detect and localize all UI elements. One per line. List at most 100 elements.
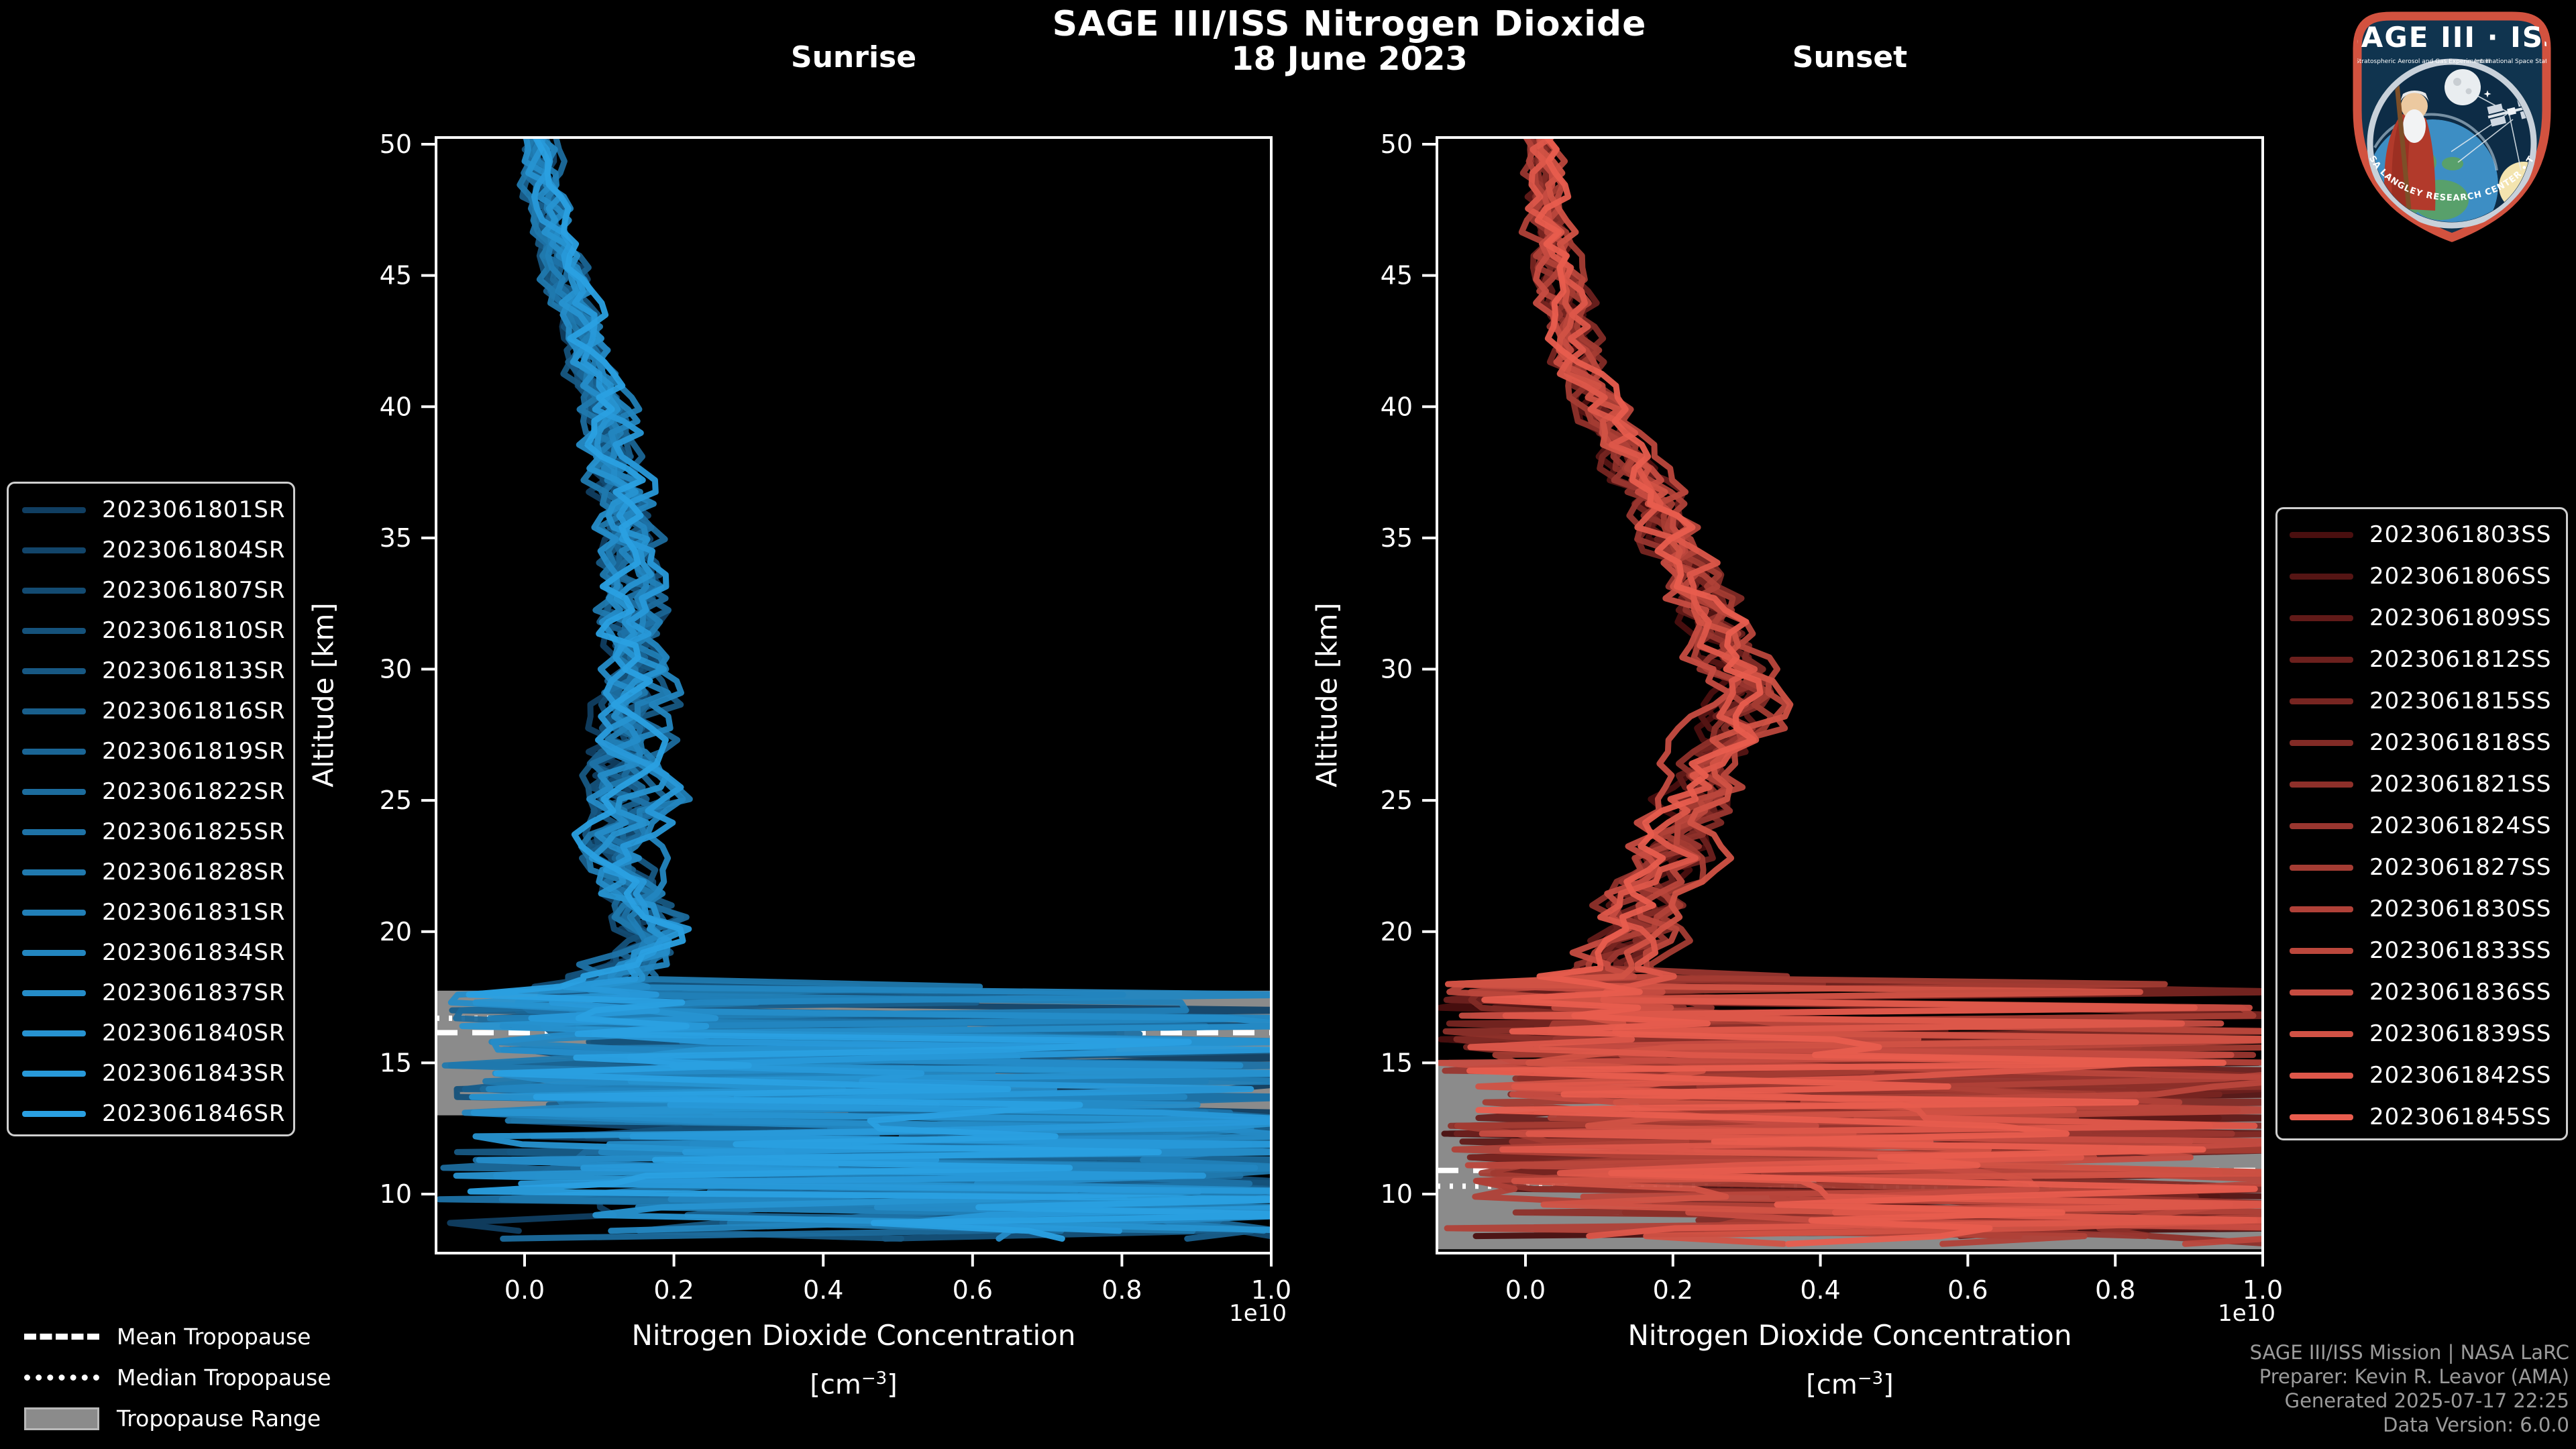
legend-item-event: 2023061833SS: [2277, 930, 2566, 971]
patch-subtitle-right: International Space Station: [2475, 58, 2557, 65]
x-tick-label: 0.4: [803, 1275, 843, 1305]
event-line-swatch: [2290, 906, 2353, 912]
y-tick-label: 10: [1381, 1179, 1413, 1209]
x-tick-label: 0.0: [504, 1275, 545, 1305]
event-label: 2023061830SS: [2369, 896, 2552, 922]
legend-item-event: 2023061828SR: [9, 852, 293, 892]
event-line-swatch: [22, 788, 86, 795]
event-label: 2023061804SR: [102, 537, 286, 564]
profile-line-2023061846SR: [466, 139, 1270, 1242]
event-line-swatch: [2290, 781, 2353, 788]
event-line-swatch: [22, 547, 86, 553]
legend-item-event: 2023061819SR: [9, 731, 293, 771]
y-tick-label: 45: [380, 261, 412, 290]
event-line-swatch: [22, 1030, 86, 1036]
event-line-swatch: [22, 828, 86, 835]
y-tick-label: 20: [380, 917, 412, 947]
x-axis-label-sunrise: Nitrogen Dioxide Concentration: [631, 1319, 1076, 1352]
x-tick-label: 0.4: [1800, 1275, 1840, 1305]
event-line-swatch: [22, 587, 86, 594]
event-label: 2023061821SS: [2369, 771, 2552, 798]
x-tick-label: 0.8: [1102, 1275, 1142, 1305]
y-tick-label: 50: [380, 129, 412, 159]
event-label: 2023061842SS: [2369, 1062, 2552, 1089]
event-line-swatch: [22, 748, 86, 755]
legend-item-event: 2023061827SS: [2277, 847, 2566, 888]
event-line-swatch: [2290, 656, 2353, 663]
event-label: 2023061822SR: [102, 778, 286, 805]
plot-frame: [1436, 136, 2264, 1254]
sunset-events-legend: 2023061803SS 2023061806SS 2023061809SS 2023…: [2275, 507, 2568, 1140]
attribution: SAGE III/ISS Mission | NASA LaRC Prepare…: [2250, 1340, 2569, 1437]
legend-item-event: 2023061830SS: [2277, 888, 2566, 930]
event-label: 2023061845SS: [2369, 1104, 2552, 1130]
event-label: 2023061813SR: [102, 657, 286, 684]
event-label: 2023061825SR: [102, 818, 286, 845]
x-axis-unit-sunset: [cm−3]: [1806, 1368, 1894, 1401]
event-line-swatch: [22, 869, 86, 875]
legend-item-event: 2023061837SR: [9, 973, 293, 1013]
tropopause-legend: Mean Tropopause Median Tropopause Tropop…: [24, 1316, 331, 1439]
legend-item-event: 2023061825SR: [9, 812, 293, 852]
event-label: 2023061831SR: [102, 899, 286, 926]
legend-item-tropopause-range: Tropopause Range: [24, 1398, 331, 1439]
event-line-swatch: [22, 949, 86, 956]
event-label: 2023061837SR: [102, 979, 286, 1006]
y-axis-label-sunrise: Altitude [km]: [307, 602, 340, 788]
event-line-swatch: [2290, 864, 2353, 871]
event-label: 2023061824SS: [2369, 812, 2552, 839]
x-axis-unit-sunrise: [cm−3]: [810, 1368, 898, 1401]
event-line-swatch: [2290, 989, 2353, 996]
y-tick-label: 10: [380, 1179, 412, 1209]
legend-item-event: 2023061806SS: [2277, 555, 2566, 597]
y-tick-label: 45: [1381, 261, 1413, 290]
x-tick-label: 0.2: [653, 1275, 694, 1305]
patch-title: SAGE III · ISS: [2340, 21, 2565, 54]
profile-line-2023061843SR: [518, 139, 1270, 1234]
event-label: 2023061828SR: [102, 859, 286, 885]
legend-item-event: 2023061831SR: [9, 892, 293, 932]
event-line-swatch: [22, 667, 86, 674]
legend-item-event: 2023061834SR: [9, 932, 293, 973]
y-tick-label: 40: [1381, 392, 1413, 421]
event-line-swatch: [2290, 947, 2353, 954]
legend-item-event: 2023061840SR: [9, 1013, 293, 1053]
legend-item-event: 2023061816SR: [9, 691, 293, 731]
legend-item-event: 2023061803SS: [2277, 514, 2566, 555]
event-line-swatch: [2290, 614, 2353, 621]
legend-item-event: 2023061804SR: [9, 530, 293, 570]
y-tick-label: 20: [1381, 917, 1413, 947]
event-line-swatch: [22, 989, 86, 996]
y-axis-label-sunset: Altitude [km]: [1310, 602, 1344, 788]
x-tick-label: 1.0: [1251, 1275, 1291, 1305]
event-label: 2023061834SR: [102, 939, 286, 966]
event-line-swatch: [22, 708, 86, 714]
legend-item-median-tropopause: Median Tropopause: [24, 1357, 331, 1398]
attribution-line: SAGE III/ISS Mission | NASA LaRC: [2249, 1341, 2569, 1364]
y-tick-label: 15: [1381, 1048, 1413, 1077]
attribution-line: Generated 2025-07-17 22:25: [2284, 1389, 2569, 1412]
y-tick-label: 30: [1381, 655, 1413, 684]
event-line-swatch: [2290, 1030, 2353, 1037]
legend-item-event: 2023061822SR: [9, 771, 293, 812]
event-label: 2023061812SS: [2369, 646, 2552, 673]
band-swatch: [24, 1407, 99, 1430]
event-label: 2023061810SR: [102, 617, 286, 644]
event-line-swatch: [22, 506, 86, 513]
sunset-plot-area: [1438, 139, 2261, 1250]
event-line-swatch: [2290, 739, 2353, 746]
sunrise-plot-area: [437, 139, 1270, 1242]
event-line-swatch: [2290, 1072, 2353, 1079]
x-tick-label: 0.0: [1505, 1275, 1546, 1305]
event-label: 2023061840SR: [102, 1020, 286, 1046]
plot-frame: [435, 136, 1273, 1254]
event-label: 2023061818SS: [2369, 729, 2552, 756]
legend-item-event: 2023061801SR: [9, 490, 293, 530]
event-label: 2023061843SR: [102, 1060, 286, 1087]
legend-item-event: 2023061809SS: [2277, 597, 2566, 639]
x-axis-label-sunset: Nitrogen Dioxide Concentration: [1627, 1319, 2072, 1352]
event-label: 2023061816SR: [102, 698, 286, 724]
event-label: 2023061815SS: [2369, 688, 2552, 714]
y-tick-label: 35: [1381, 523, 1413, 553]
